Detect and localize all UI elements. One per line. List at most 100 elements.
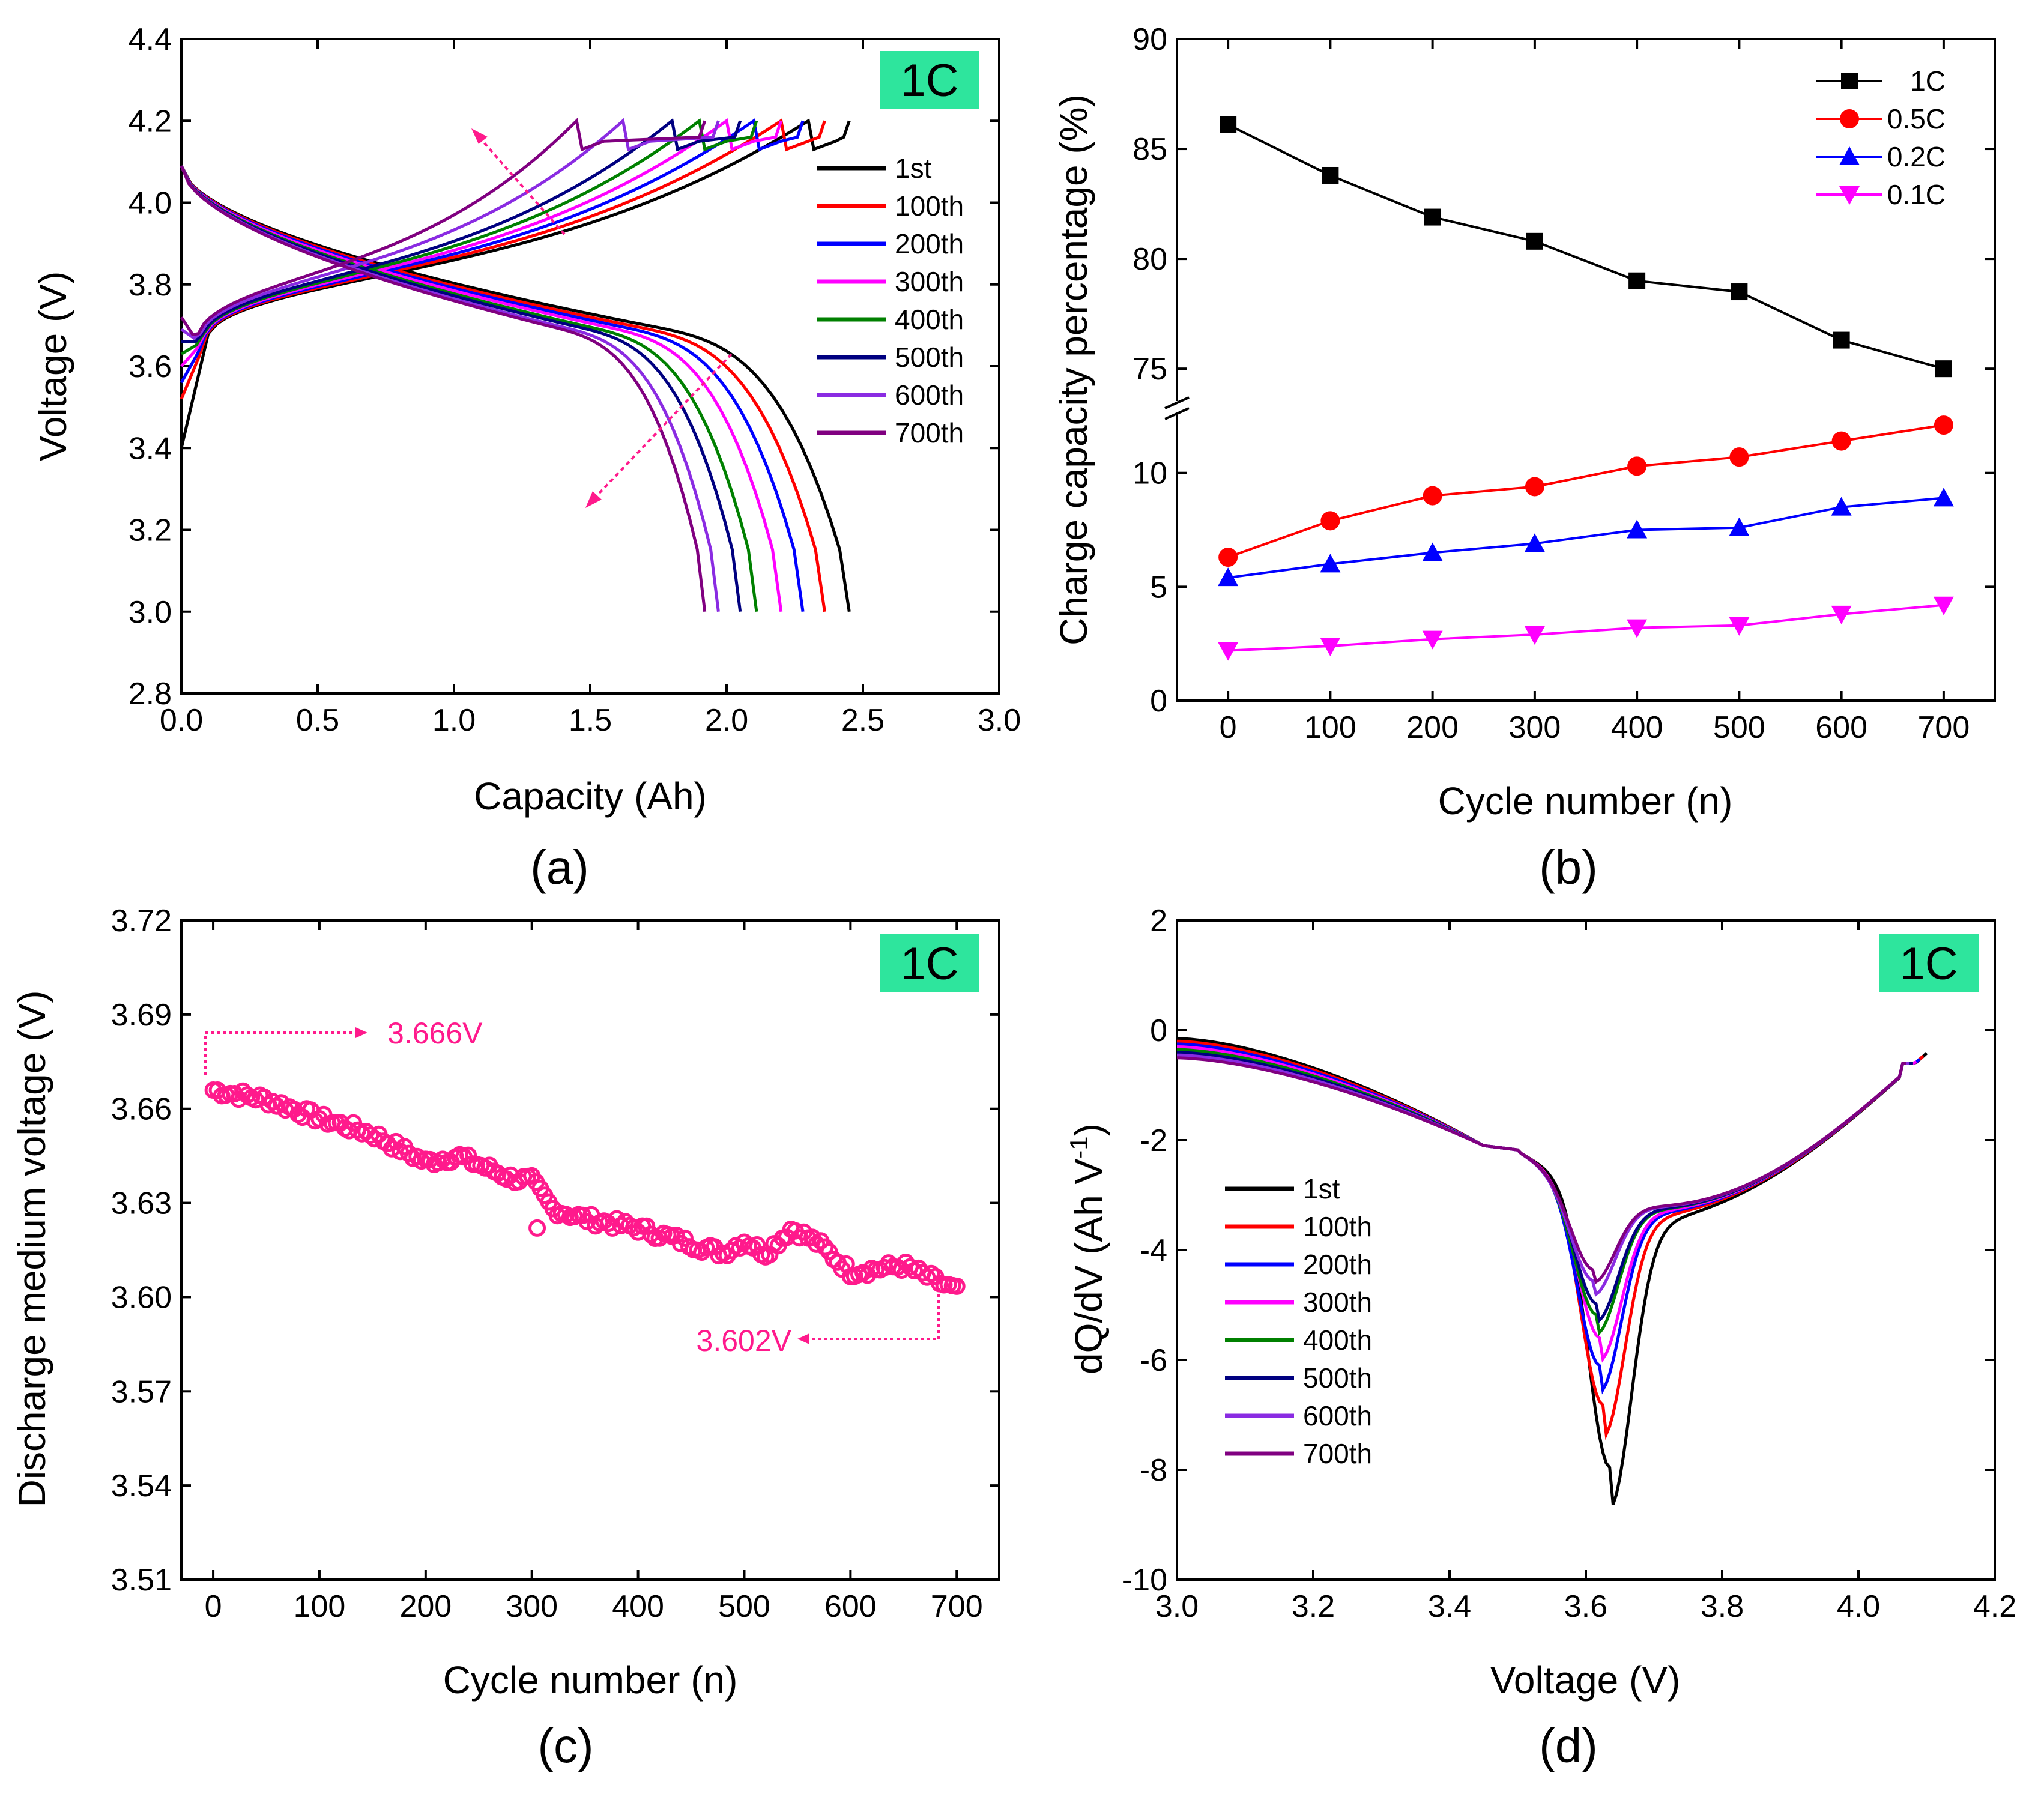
panel-a-legend-label: 700th xyxy=(895,417,964,448)
panel-b-point xyxy=(1320,511,1340,531)
panel-b-series xyxy=(1218,116,1954,661)
panel-b-point xyxy=(1731,283,1748,301)
panel-b-point xyxy=(1524,626,1545,645)
panel-d-legend-label: 500th xyxy=(1303,1362,1372,1394)
panel-b-ytick-label: 90 xyxy=(1132,22,1167,57)
panel-b-legend-label: 0.2C xyxy=(1887,141,1946,172)
panel-d-legend: 1st 100th 200th 300th 400th 500th 600th 700th xyxy=(1225,1173,1372,1469)
panel-a-xtick-label: 2.5 xyxy=(841,703,884,738)
panel-b-point xyxy=(1218,642,1239,661)
panel-c-xtick-label: 200 xyxy=(399,1589,452,1624)
panel-c-ytick-label: 3.69 xyxy=(111,998,172,1033)
panel-a: 0.0 0.5 1.0 1.5 2.0 2.5 3.0 2.8 3.0 3.2 3.4 3.6 3.8 4… xyxy=(31,22,1021,894)
panel-b-label: (b) xyxy=(1539,841,1598,894)
panel-c-point xyxy=(429,1154,447,1171)
panel-a-charge-curve xyxy=(180,118,783,367)
panel-c-point xyxy=(667,1227,685,1244)
panel-a-xtick-label: 3.0 xyxy=(978,703,1021,738)
panel-c-ytick-label: 3.72 xyxy=(111,904,172,938)
panel-a-legend-label: 600th xyxy=(895,379,964,411)
panel-b-ytick-label: 75 xyxy=(1132,352,1167,387)
panel-c-end-guide xyxy=(805,1288,940,1340)
panel-a-legend-label: 400th xyxy=(895,304,964,335)
panel-d-xtick-label: 3.4 xyxy=(1428,1589,1471,1624)
panel-c-point xyxy=(816,1238,834,1256)
panel-b-frame xyxy=(1176,38,1996,702)
panel-d-frame xyxy=(1176,919,1996,1581)
panel-a-discharge-arrow xyxy=(590,353,733,503)
panel-b-ytick-label: 80 xyxy=(1132,242,1167,277)
panel-d-ylabel: dQ/dV (Ah V-1) xyxy=(1065,1123,1110,1374)
panel-b-legend: 1C 0.5C 0.2C 0.1C xyxy=(1816,65,1946,210)
panel-d-ylabel-end: ) xyxy=(1067,1123,1110,1136)
panel-a-curves xyxy=(180,118,851,612)
panel-b-point xyxy=(1423,486,1442,506)
panel-d-xtick-label: 3.8 xyxy=(1701,1589,1744,1624)
panel-a-ylabel: Voltage (V) xyxy=(31,271,74,462)
panel-a-ytick-label: 3.8 xyxy=(129,268,172,303)
panel-d-curves xyxy=(1176,1037,1928,1505)
panel-b-break-mark-bottom xyxy=(1164,407,1190,420)
panel-a-ytick-label: 3.6 xyxy=(129,349,172,384)
panel-c-point xyxy=(421,1150,439,1168)
panel-d-xtick-label: 3.2 xyxy=(1292,1589,1335,1624)
panel-c-point xyxy=(391,1143,409,1161)
panel-b-ytick-label: 85 xyxy=(1132,132,1167,167)
panel-b-point xyxy=(1218,567,1239,587)
panel-c-ytick-label: 3.51 xyxy=(111,1563,172,1598)
panel-b-point xyxy=(1935,360,1952,378)
panel-d-legend-label: 400th xyxy=(1303,1324,1372,1356)
panel-b: 0 100 200 300 400 500 600 700 0 5 10 75 80 85 90 1C 0.5… xyxy=(1052,22,1996,894)
panel-b-xlabel: Cycle number (n) xyxy=(1438,779,1733,823)
panel-a-legend-label: 500th xyxy=(895,342,964,373)
panel-d-curve xyxy=(1176,1051,1913,1324)
panel-a-charge-curve xyxy=(180,118,707,337)
panel-d-ytick-label: -2 xyxy=(1140,1123,1167,1158)
panel-a-legend-label: 200th xyxy=(895,228,964,259)
panel-d-xtick-label: 4.2 xyxy=(1973,1589,2016,1624)
panel-d-xtick-label: 3.6 xyxy=(1564,1589,1607,1624)
panel-d-legend-label: 100th xyxy=(1303,1211,1372,1242)
panel-c-ytick-label: 3.60 xyxy=(111,1280,172,1315)
panel-c-xtick-label: 300 xyxy=(506,1589,558,1624)
panel-b-point xyxy=(1627,519,1648,539)
panel-a-ytick-label: 2.8 xyxy=(129,677,172,711)
panel-c-ytick-label: 3.63 xyxy=(111,1186,172,1221)
panel-b-point xyxy=(1220,116,1237,133)
panel-d-ytick-label: 2 xyxy=(1150,904,1167,938)
panel-b-point xyxy=(1627,456,1647,476)
panel-b-point xyxy=(1831,497,1852,516)
panel-a-charge-curve xyxy=(180,118,720,340)
panel-d-badge xyxy=(1879,934,1979,992)
panel-b-legend-label: 0.1C xyxy=(1887,179,1946,210)
panel-d-curve xyxy=(1176,1045,1917,1363)
panel-d-curve xyxy=(1176,1042,1921,1395)
panel-b-xtick-label: 500 xyxy=(1713,710,1765,745)
panel-a-ytick-label: 3.4 xyxy=(129,431,172,466)
panel-b-point xyxy=(1218,548,1238,567)
panel-d-xtick-label: 3.0 xyxy=(1155,1589,1199,1624)
panel-d-ytick-label: -10 xyxy=(1122,1563,1167,1598)
panel-c-point xyxy=(880,1254,898,1272)
panel-a-discharge-curve xyxy=(180,165,783,612)
panel-c-frame xyxy=(180,919,1000,1581)
panel-c-point xyxy=(676,1229,694,1247)
panel-c-start-guide xyxy=(204,1031,360,1075)
panel-b-point xyxy=(1525,477,1544,497)
panel-a-ytick-label: 4.4 xyxy=(129,22,172,57)
panel-c-ytick-label: 3.66 xyxy=(111,1092,172,1127)
panel-c-point xyxy=(387,1132,405,1150)
panel-c-points xyxy=(204,1081,966,1295)
panel-a-xtick-label: 1.0 xyxy=(432,703,476,738)
panel-b-xtick-label: 300 xyxy=(1508,710,1561,745)
panel-b-ylabel: Charge capacity percentage (%) xyxy=(1052,94,1095,645)
panel-b-ytick-label: 10 xyxy=(1132,456,1167,491)
panel-a-charge-arrow xyxy=(476,134,566,235)
panel-a-xtick-label: 0.0 xyxy=(160,703,203,738)
panel-d-xtick-label: 4.0 xyxy=(1837,1589,1880,1624)
panel-b-legend-label: 0.5C xyxy=(1887,103,1946,134)
panel-d-curve xyxy=(1176,1039,1925,1440)
panel-d-legend-label: 1st xyxy=(1303,1173,1340,1204)
panel-a-ticks: 0.0 0.5 1.0 1.5 2.0 2.5 3.0 2.8 3.0 3.2 3.4 3.6 3.8 4… xyxy=(129,22,1021,738)
